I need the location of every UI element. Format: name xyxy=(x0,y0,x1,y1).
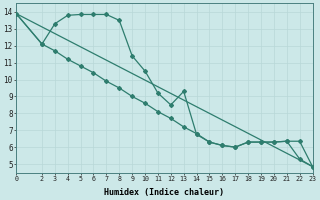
X-axis label: Humidex (Indice chaleur): Humidex (Indice chaleur) xyxy=(104,188,224,197)
